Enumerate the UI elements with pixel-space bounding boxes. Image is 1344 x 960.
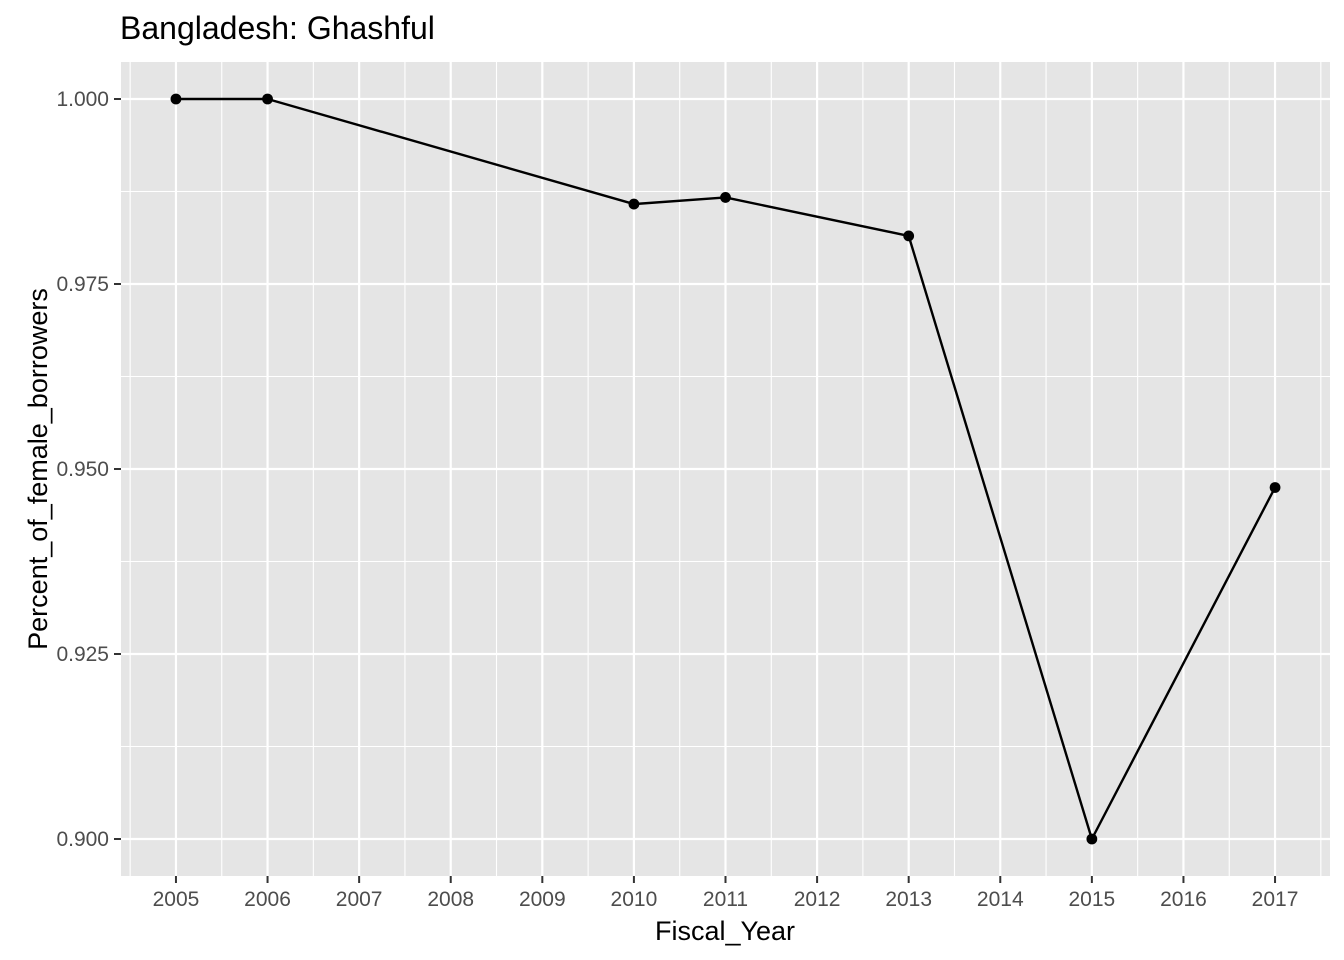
data-point <box>628 198 640 210</box>
x-tick-label: 2008 <box>427 888 474 911</box>
major-gridlines <box>121 62 1330 876</box>
x-tick-label: 2017 <box>1252 888 1299 911</box>
x-tick-label: 2009 <box>519 888 566 911</box>
chart-title: Bangladesh: Ghashful <box>120 10 435 46</box>
y-tick-label: 0.950 <box>56 458 109 481</box>
data-point <box>1086 833 1098 845</box>
y-tick-label: 0.900 <box>56 828 109 851</box>
data-point <box>1269 482 1281 493</box>
y-axis-title: Percent_of_female_borrowers <box>23 288 53 650</box>
x-tick-label: 2007 <box>336 888 383 911</box>
data-point <box>720 192 731 203</box>
x-axis: 2005 2006 2007 2008 2009 2010 2011 2012 2013 2014… <box>153 876 1299 911</box>
x-tick-label: 2006 <box>244 888 291 911</box>
y-tick-label: 0.925 <box>56 643 109 666</box>
x-tick-label: 2015 <box>1069 888 1116 911</box>
x-axis-title: Fiscal_Year <box>655 916 795 946</box>
data-point <box>262 93 273 105</box>
y-tick-label: 1.000 <box>56 88 109 111</box>
y-axis: 0.900 0.925 0.950 0.975 1.000 <box>56 88 121 851</box>
x-tick-label: 2010 <box>611 888 658 911</box>
x-tick-label: 2012 <box>794 888 841 911</box>
data-point <box>170 93 182 105</box>
x-tick-label: 2014 <box>977 888 1024 911</box>
y-tick-label: 0.975 <box>56 273 109 296</box>
x-tick-label: 2005 <box>153 888 200 911</box>
x-tick-label: 2013 <box>885 888 932 911</box>
series-layer <box>170 93 1281 845</box>
x-tick-label: 2016 <box>1160 888 1207 911</box>
data-point <box>903 230 915 242</box>
x-tick-label: 2011 <box>703 888 748 911</box>
